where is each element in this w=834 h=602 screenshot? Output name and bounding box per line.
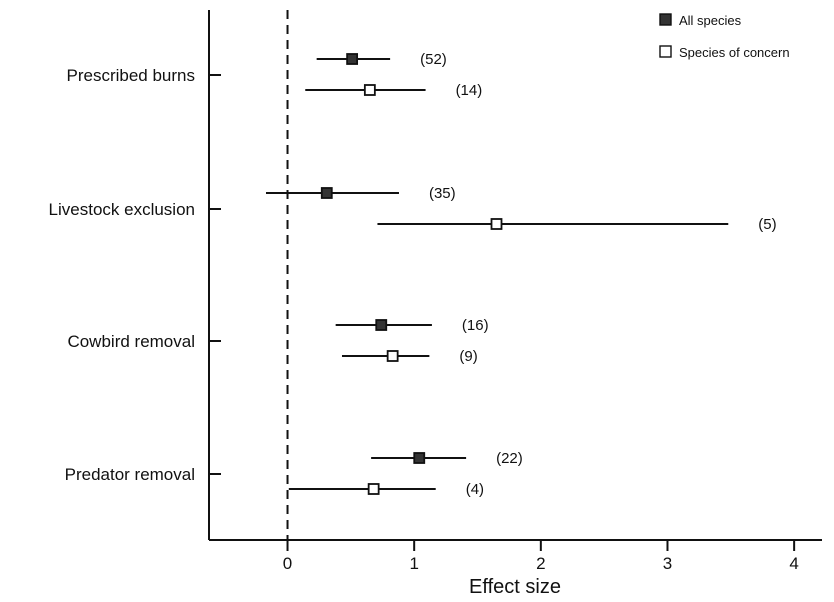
- category-label: Prescribed burns: [66, 66, 195, 85]
- sample-size-label: (35): [429, 185, 456, 202]
- point-estimate-open: [367, 483, 380, 495]
- point-estimate-open: [363, 84, 376, 96]
- legend-label: Species of concern: [679, 45, 790, 60]
- category-label: Predator removal: [65, 465, 195, 484]
- point-estimate-open: [490, 218, 503, 230]
- category-label: Cowbird removal: [67, 332, 195, 351]
- axes: 0 1 2 3 4 Prescribed burns Livestock exclusion…: [49, 10, 822, 573]
- legend-swatch-filled: [659, 13, 672, 26]
- estimate-row: (5): [377, 216, 777, 233]
- estimate-row: (35): [265, 185, 456, 202]
- category-label: Livestock exclusion: [49, 200, 195, 219]
- estimate-row: (22): [371, 450, 523, 467]
- legend-swatch-open: [659, 45, 672, 58]
- legend: All species Species of concern: [659, 13, 790, 60]
- point-estimate-filled: [413, 452, 426, 464]
- x-tick-label: 4: [789, 554, 798, 573]
- estimate-row: (9): [341, 348, 478, 365]
- point-estimate-open: [386, 350, 399, 362]
- sample-size-label: (4): [466, 481, 484, 498]
- point-estimate-filled: [346, 53, 359, 65]
- sample-size-label: (22): [496, 450, 523, 467]
- estimate-row: (4): [288, 481, 484, 498]
- estimate-row: (52): [316, 51, 447, 68]
- estimate-row: (14): [305, 82, 482, 99]
- chart-marks: (52) (14) (35) (5) (16) (9) (22) (4): [265, 51, 777, 498]
- x-tick-label: 3: [663, 554, 672, 573]
- point-estimate-filled: [320, 187, 333, 199]
- sample-size-label: (5): [758, 216, 776, 233]
- point-estimate-filled: [375, 319, 388, 331]
- x-axis-title: Effect size: [469, 576, 561, 598]
- legend-label: All species: [679, 13, 742, 28]
- sample-size-label: (16): [462, 317, 489, 334]
- sample-size-label: (9): [459, 348, 477, 365]
- x-tick-label: 2: [536, 554, 545, 573]
- estimate-row: (16): [335, 317, 489, 334]
- sample-size-label: (14): [456, 82, 483, 99]
- x-tick-label: 1: [409, 554, 418, 573]
- sample-size-label: (52): [420, 51, 447, 68]
- x-tick-label: 0: [283, 554, 292, 573]
